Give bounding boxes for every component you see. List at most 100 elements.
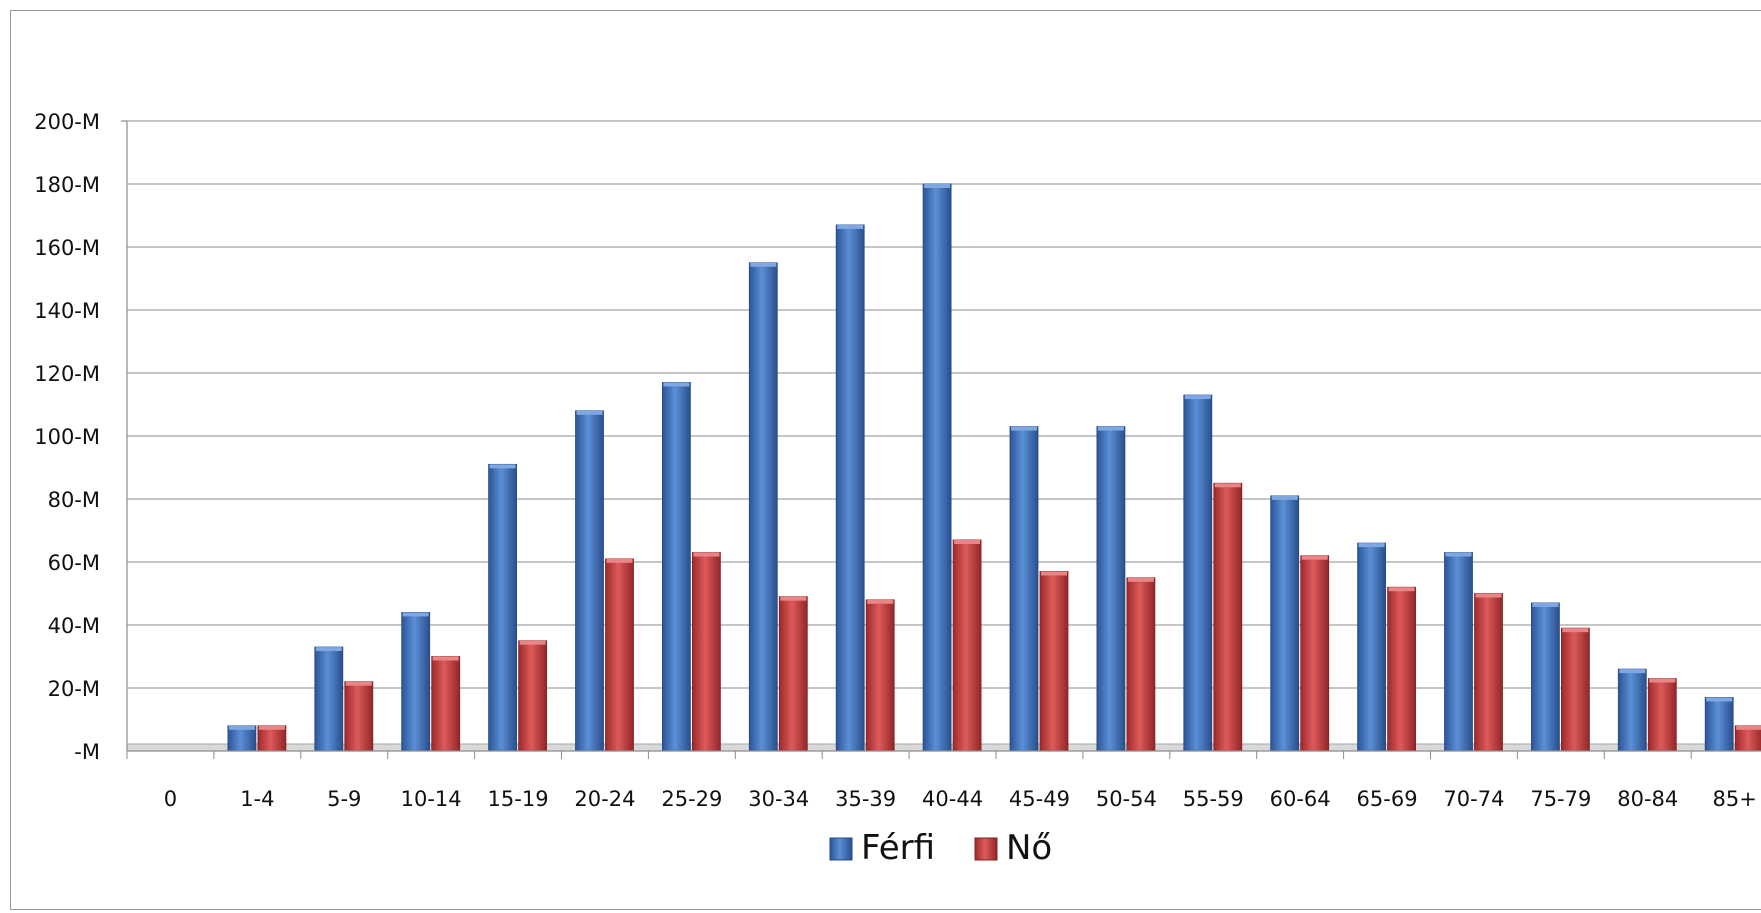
bar-no [952, 539, 982, 752]
bar-no [1039, 571, 1069, 752]
x-tick-label: 50-54 [1096, 787, 1157, 811]
x-tick-label: 30-34 [748, 787, 809, 811]
bar-no-top [1562, 628, 1589, 633]
bar-ferfi [748, 262, 778, 752]
y-tick-label: 100-M [34, 425, 100, 449]
bar-ferfi-top [837, 224, 864, 229]
x-tick-label: 45-49 [1009, 787, 1070, 811]
x-tick-label: 60-64 [1270, 787, 1331, 811]
y-tick-label: 40-M [48, 614, 100, 638]
x-tick-label: 35-39 [835, 787, 896, 811]
bar-ferfi-top [1532, 602, 1559, 607]
bar-no [431, 656, 461, 752]
bar-ferfi [227, 725, 257, 752]
bar-no [692, 552, 721, 752]
bar-no [865, 599, 895, 752]
bar-ferfi-top [228, 725, 255, 730]
bar-no [1647, 678, 1677, 752]
bar-ferfi-top [1358, 543, 1385, 548]
bar-no-top [432, 656, 459, 661]
bar-ferfi-top [1445, 552, 1472, 557]
bar-no-top [519, 640, 546, 645]
bar-ferfi-top [402, 612, 429, 617]
bar-no [344, 681, 374, 752]
bar-no [1474, 593, 1503, 752]
x-tick-label: 10-14 [401, 787, 462, 811]
bar-no [1561, 627, 1590, 752]
bar-ferfi-top [1706, 697, 1733, 702]
bar-no-top [1127, 577, 1154, 582]
bar-no [1213, 482, 1243, 752]
bar-ferfi-top [1097, 426, 1124, 431]
x-tick-label: 0 [164, 787, 177, 811]
chart-frame [10, 10, 1761, 910]
bar-ferfi [662, 382, 691, 752]
x-tick-label: 15-19 [488, 787, 549, 811]
bar-ferfi [1357, 542, 1386, 752]
x-tick-label: 5-9 [327, 787, 361, 811]
x-tick-label: 1-4 [240, 787, 274, 811]
legend-no-swatch [974, 837, 998, 861]
x-tick-label: 80-84 [1617, 787, 1678, 811]
bar-ferfi [314, 646, 344, 752]
bar-no-top [867, 599, 894, 604]
legend-no-label: Nő [1006, 828, 1052, 868]
bar-ferfi [1617, 668, 1647, 752]
legend-ferfi-label: Férfi [861, 828, 935, 868]
x-tick-label: 20-24 [574, 787, 635, 811]
y-tick-label: -M [74, 740, 100, 764]
bar-no [257, 725, 287, 752]
legend: Férfi Nő [829, 828, 1052, 868]
bar-no-top [1388, 587, 1415, 592]
y-tick-label: 20-M [48, 677, 100, 701]
bar-no-top [693, 552, 720, 557]
bar-ferfi [1704, 697, 1734, 752]
bar-no-top [1214, 483, 1241, 488]
x-tick-label: 40-44 [922, 787, 983, 811]
bar-no [1300, 555, 1330, 752]
bar-ferfi [1096, 426, 1126, 752]
bar-ferfi-top [576, 410, 603, 415]
bar-no [1126, 577, 1156, 752]
bar-ferfi-top [315, 647, 342, 652]
bar-no-top [606, 558, 633, 563]
bar-no [605, 558, 634, 752]
y-tick-label: 140-M [34, 299, 100, 323]
bar-ferfi [1270, 495, 1300, 752]
bar-ferfi-top [489, 464, 516, 469]
bar-no-top [1475, 593, 1502, 598]
x-tick-label: 65-69 [1357, 787, 1418, 811]
bar-ferfi-top [1619, 669, 1646, 674]
y-tick-label: 200-M [34, 110, 100, 134]
bar-ferfi-top [1184, 395, 1211, 400]
bar-ferfi [1009, 426, 1039, 752]
bar-ferfi [835, 224, 865, 752]
bar-ferfi [922, 183, 952, 752]
bar-ferfi [575, 410, 604, 752]
x-tick-label: 85+ [1712, 787, 1756, 811]
bar-no [518, 640, 547, 752]
bar-ferfi [1444, 552, 1473, 752]
y-tick-label: 60-M [48, 551, 100, 575]
x-tick-label: 70-74 [1443, 787, 1504, 811]
bar-no [1734, 725, 1761, 752]
bar-no-top [1041, 571, 1067, 576]
bars [227, 183, 1761, 752]
x-tick-label: 55-59 [1183, 787, 1244, 811]
bar-ferfi-top [663, 382, 690, 387]
bar-no-top [1301, 555, 1328, 560]
bar-ferfi-top [1271, 495, 1298, 500]
x-tick-label: 25-29 [661, 787, 722, 811]
y-tick-label: 180-M [34, 173, 100, 197]
bar-ferfi [1531, 602, 1560, 752]
bar-no-top [1736, 725, 1761, 730]
bar-ferfi-top [1011, 426, 1037, 431]
bar-ferfi-top [750, 262, 777, 267]
x-tick-label: 75-79 [1530, 787, 1591, 811]
legend-ferfi-swatch [829, 837, 853, 861]
y-tick-label: 80-M [48, 488, 100, 512]
bar-no-top [780, 596, 807, 601]
bar-ferfi [488, 463, 518, 752]
bar-ferfi-top [924, 184, 951, 188]
